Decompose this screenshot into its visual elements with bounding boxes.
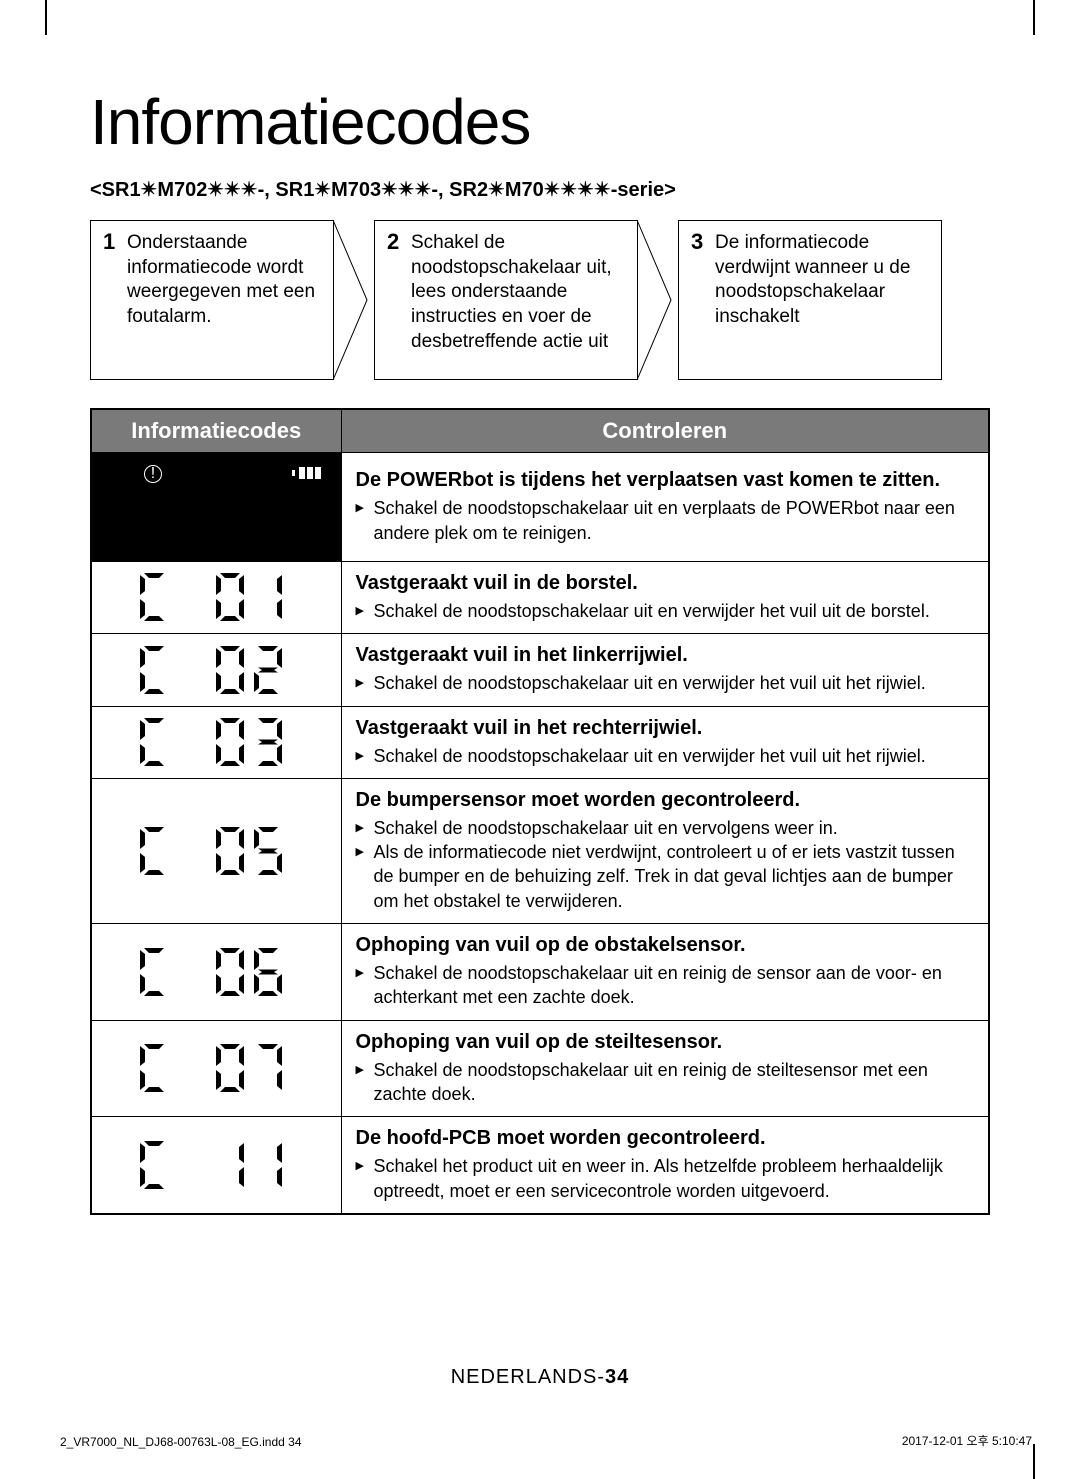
step-number: 3 [691, 229, 703, 255]
table-row: Vastgeraakt vuil in het rechterrijwiel. S… [91, 706, 989, 778]
check-cell: De POWERbot is tijdens het verplaatsen v… [341, 453, 989, 562]
step-text: Schakel de noodstopschakelaar uit, lees … [411, 231, 623, 354]
code-display [92, 1136, 341, 1195]
footer-lang: NEDERLANDS- [451, 1366, 605, 1388]
code-cell: ! [91, 453, 341, 562]
table-row: Vastgeraakt vuil in het linkerrijwiel. Sc… [91, 634, 989, 706]
check-title: Vastgeraakt vuil in de borstel. [356, 572, 975, 595]
check-title: De POWERbot is tijdens het verplaatsen v… [356, 469, 975, 492]
alert-icon: ! [144, 465, 162, 483]
display-panel-icon: ! [92, 453, 341, 561]
footer-page: 34 [605, 1366, 629, 1388]
model-series: <SR1✴M702✴✴✴-, SR1✴M703✴✴✴-, SR2✴M70✴✴✴✴… [90, 177, 990, 202]
step-number: 2 [387, 229, 399, 255]
codes-table: Informatiecodes Controleren ! De POWERbo… [90, 408, 990, 1215]
code-cell [91, 562, 341, 634]
check-title: De bumpersensor moet worden gecontroleer… [356, 789, 975, 812]
code-cell [91, 778, 341, 923]
check-bullet: Schakel de noodstopschakelaar uit en ver… [356, 496, 975, 545]
table-row: Vastgeraakt vuil in de borstel. Schakel d… [91, 562, 989, 634]
check-cell: Ophoping van vuil op de steiltesensor. Sc… [341, 1020, 989, 1117]
check-bullet: Schakel het product uit en weer in. Als … [356, 1154, 975, 1203]
table-header-check: Controleren [341, 409, 989, 453]
check-bullet: Schakel de noodstopschakelaar uit en rei… [356, 1058, 975, 1107]
step-2-box: 2 Schakel de noodstopschakelaar uit, lee… [374, 220, 638, 380]
battery-icon [292, 467, 321, 479]
steps-row: 1 Onderstaande informatiecode wordt weer… [90, 220, 990, 380]
code-display [92, 713, 341, 772]
check-cell: De bumpersensor moet worden gecontroleer… [341, 778, 989, 923]
check-cell: De hoofd-PCB moet worden gecontroleerd. S… [341, 1117, 989, 1214]
check-cell: Vastgeraakt vuil in het linkerrijwiel. Sc… [341, 634, 989, 706]
step-3-box: 3 De informatiecode verdwijnt wanneer u … [678, 220, 942, 380]
table-row: ! De POWERbot is tijdens het verplaatsen… [91, 453, 989, 562]
check-title: De hoofd-PCB moet worden gecontroleerd. [356, 1127, 975, 1150]
code-cell [91, 634, 341, 706]
arrow-icon [334, 220, 374, 380]
footer-page-number: NEDERLANDS-34 [0, 1366, 1080, 1389]
code-display [92, 1039, 341, 1098]
code-display [92, 640, 341, 699]
check-bullet: Schakel de noodstopschakelaar uit en ver… [356, 744, 975, 768]
code-cell [91, 1117, 341, 1214]
table-row: De bumpersensor moet worden gecontroleer… [91, 778, 989, 923]
page-title: Informatiecodes [90, 85, 990, 159]
check-cell: Vastgeraakt vuil in de borstel. Schakel d… [341, 562, 989, 634]
crop-mark [1033, 0, 1035, 35]
table-row: Ophoping van vuil op de steiltesensor. Sc… [91, 1020, 989, 1117]
step-text: Onderstaande informatiecode wordt weerge… [127, 231, 319, 330]
check-title: Vastgeraakt vuil in het rechterrijwiel. [356, 717, 975, 740]
footer-filename: 2_VR7000_NL_DJ68-00763L-08_EG.indd 34 [60, 1435, 302, 1449]
check-bullet: Schakel de noodstopschakelaar uit en ver… [356, 671, 975, 695]
check-bullet: Schakel de noodstopschakelaar uit en rei… [356, 961, 975, 1010]
code-cell [91, 1020, 341, 1117]
step-1-box: 1 Onderstaande informatiecode wordt weer… [90, 220, 334, 380]
page-content: Informatiecodes <SR1✴M702✴✴✴-, SR1✴M703✴… [90, 85, 990, 1215]
code-display [92, 821, 341, 880]
check-bullet: Schakel de noodstopschakelaar uit en ver… [356, 816, 975, 840]
check-bullet: Als de informatiecode niet verdwijnt, co… [356, 840, 975, 913]
check-cell: Vastgeraakt vuil in het rechterrijwiel. S… [341, 706, 989, 778]
check-title: Ophoping van vuil op de obstakelsensor. [356, 934, 975, 957]
code-display [92, 942, 341, 1001]
check-title: Vastgeraakt vuil in het linkerrijwiel. [356, 644, 975, 667]
crop-mark [45, 0, 47, 35]
code-cell [91, 706, 341, 778]
table-row: De hoofd-PCB moet worden gecontroleerd. S… [91, 1117, 989, 1214]
step-text: De informatiecode verdwijnt wanneer u de… [715, 231, 927, 330]
code-display [92, 568, 341, 627]
check-bullet: Schakel de noodstopschakelaar uit en ver… [356, 599, 975, 623]
table-row: Ophoping van vuil op de obstakelsensor. S… [91, 924, 989, 1021]
code-cell [91, 924, 341, 1021]
footer-timestamp: 2017-12-01 오후 5:10:47 [902, 1432, 1032, 1449]
check-title: Ophoping van vuil op de steiltesensor. [356, 1031, 975, 1054]
arrow-icon [638, 220, 678, 380]
table-header-codes: Informatiecodes [91, 409, 341, 453]
step-number: 1 [103, 229, 115, 255]
check-cell: Ophoping van vuil op de obstakelsensor. S… [341, 924, 989, 1021]
crop-mark [1033, 1444, 1035, 1479]
